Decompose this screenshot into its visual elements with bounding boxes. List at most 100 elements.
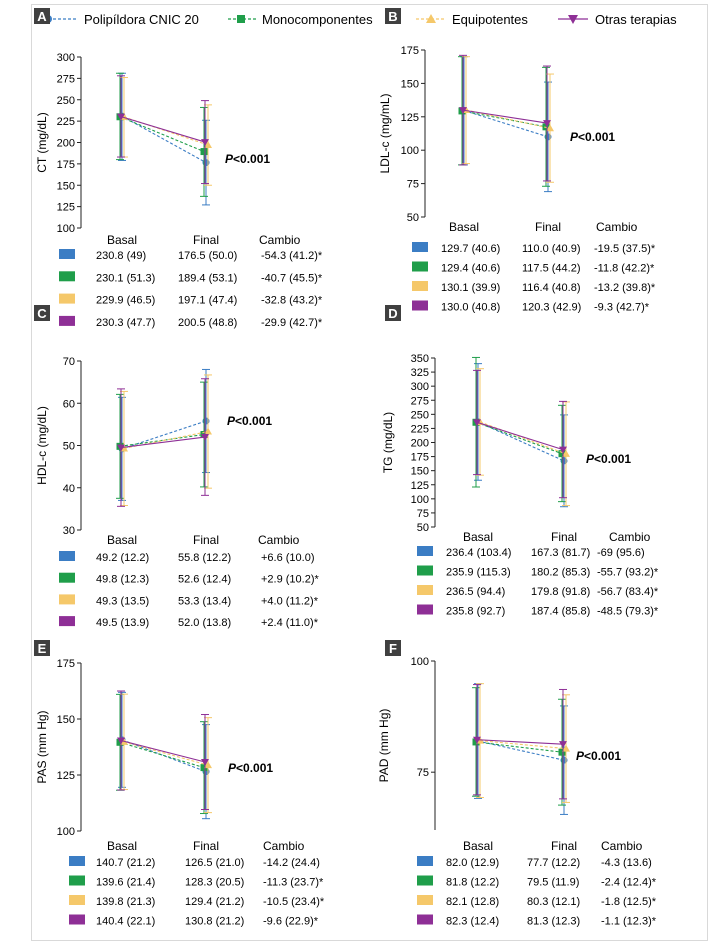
data-point-e bbox=[204, 761, 212, 769]
y-tick-label-d: 175 bbox=[411, 452, 429, 464]
table-basal-c: 49.5 (13.9) bbox=[96, 617, 149, 629]
y-tick-label-c: 30 bbox=[63, 525, 75, 537]
legend: Polipíldora CNIC 20 Monocomponentes Equi… bbox=[44, 12, 677, 27]
table-basal-a: 230.3 (47.7) bbox=[96, 317, 155, 329]
table-final-e: 128.3 (20.5) bbox=[185, 877, 244, 889]
table-final-e: 126.5 (21.0) bbox=[185, 857, 244, 869]
y-tick-label-d: 325 bbox=[411, 367, 429, 379]
y-tick-label-e: 150 bbox=[57, 714, 75, 726]
y-axis-label-a: CT (mg/dL) bbox=[35, 112, 49, 172]
data-point-f bbox=[473, 736, 481, 744]
table-cambio-f: -2.4 (12.4)* bbox=[601, 877, 657, 889]
table-swatch-a bbox=[59, 249, 75, 259]
data-point-e bbox=[201, 759, 209, 767]
series-line-d bbox=[479, 421, 567, 455]
series-c-0 bbox=[118, 368, 210, 501]
table-swatch-c bbox=[59, 551, 75, 561]
table-basal-c: 49.2 (12.2) bbox=[96, 552, 149, 564]
table-swatch-b bbox=[412, 261, 428, 272]
table-basal-f: 82.3 (12.4) bbox=[446, 916, 499, 928]
category-label-basal-e: Basal bbox=[107, 839, 137, 853]
table-cambio-a: -32.8 (43.2)* bbox=[261, 295, 323, 307]
legend-item-monocomponentes: Monocomponentes bbox=[228, 12, 373, 27]
series-d-0 bbox=[474, 363, 568, 508]
data-point-d bbox=[562, 449, 570, 457]
y-axis-label-b: LDL-c (mg/mL) bbox=[378, 93, 392, 173]
category-label-basal-d: Basal bbox=[463, 530, 493, 544]
panel-badge-letter-f: F bbox=[389, 641, 397, 656]
p-value-f: P<0.001 bbox=[576, 749, 621, 763]
legend-label-polipildora: Polipíldora CNIC 20 bbox=[84, 12, 199, 27]
p-value-a: P<0.001 bbox=[225, 152, 270, 166]
y-tick-label-d: 225 bbox=[411, 423, 429, 435]
table-cambio-f: -1.1 (12.3)* bbox=[601, 916, 657, 928]
panel-badge-c bbox=[34, 305, 50, 321]
data-point-b bbox=[546, 124, 554, 132]
y-tick-label-d: 200 bbox=[411, 438, 429, 450]
table-final-f: 80.3 (12.1) bbox=[527, 896, 580, 908]
data-point-f bbox=[558, 748, 566, 756]
series-e-2 bbox=[120, 693, 212, 814]
series-d-2 bbox=[476, 368, 570, 507]
table-final-c: 52.6 (12.4) bbox=[178, 574, 231, 586]
series-line-c bbox=[120, 436, 206, 449]
table-basal-e: 139.6 (21.4) bbox=[96, 877, 155, 889]
y-tick-label-d: 100 bbox=[411, 494, 429, 506]
table-final-c: 52.0 (13.8) bbox=[178, 617, 231, 629]
y-tick-label-c: 40 bbox=[63, 483, 75, 495]
y-tick-label-d: 250 bbox=[411, 409, 429, 421]
category-label-basal-a: Basal bbox=[107, 233, 137, 247]
table-swatch-f bbox=[417, 875, 433, 886]
table-cambio-d: -55.7 (93.2)* bbox=[597, 567, 659, 579]
table-basal-b: 130.1 (39.9) bbox=[441, 282, 500, 294]
table-cambio-b: -9.3 (42.7)* bbox=[594, 302, 650, 314]
data-point-c bbox=[201, 434, 209, 442]
category-label-final-a: Final bbox=[193, 233, 219, 247]
table-cambio-e: -9.6 (22.9)* bbox=[263, 916, 319, 928]
table-swatch-a bbox=[59, 315, 75, 326]
y-tick-label-d: 275 bbox=[411, 395, 429, 407]
series-f-1 bbox=[472, 687, 566, 806]
category-label-basal-c: Basal bbox=[107, 533, 137, 547]
table-swatch-e bbox=[69, 875, 85, 886]
p-value-d: P<0.001 bbox=[586, 452, 631, 466]
table-cambio-f: -4.3 (13.6) bbox=[601, 857, 652, 869]
panel-d: D 50 75 100 125 150 175 200 225 250 275 300 325 350 TG… bbox=[381, 305, 659, 618]
y-tick-label-a: 275 bbox=[57, 73, 75, 85]
series-c-1 bbox=[116, 381, 208, 499]
table-cambio-c: +4.0 (11.2)* bbox=[261, 595, 319, 607]
y-tick-label-d: 300 bbox=[411, 381, 429, 393]
table-basal-b: 129.4 (40.6) bbox=[441, 263, 500, 275]
data-point-a bbox=[204, 140, 212, 148]
series-f-2 bbox=[476, 683, 570, 803]
y-tick-label-f: 100 bbox=[411, 656, 429, 668]
table-final-b: 120.3 (42.9) bbox=[522, 302, 581, 314]
series-c-2 bbox=[120, 374, 212, 506]
y-tick-label-a: 100 bbox=[57, 223, 75, 235]
table-basal-f: 82.1 (12.8) bbox=[446, 896, 499, 908]
table-final-c: 55.8 (12.2) bbox=[178, 552, 231, 564]
y-tick-label-d: 125 bbox=[411, 480, 429, 492]
series-line-d bbox=[476, 421, 564, 451]
table-swatch-c bbox=[59, 594, 75, 605]
data-point-f bbox=[559, 741, 567, 749]
panel-badge-b bbox=[385, 8, 401, 24]
table-cambio-a: -29.9 (42.7)* bbox=[261, 317, 323, 329]
series-line-e bbox=[123, 741, 209, 766]
table-final-d: 187.4 (85.8) bbox=[531, 606, 590, 618]
panel-c: C 30 40 50 60 70 HDL-c (mg/dL) P<0.001 Basal Fina… bbox=[34, 305, 320, 629]
table-basal-d: 236.5 (94.4) bbox=[446, 586, 505, 598]
data-point-b bbox=[543, 120, 551, 128]
data-point-a bbox=[117, 113, 125, 121]
cambio-header-f: Cambio bbox=[601, 839, 643, 853]
panel-badge-e bbox=[34, 640, 50, 656]
table-basal-f: 82.0 (12.9) bbox=[446, 857, 499, 869]
series-line-a bbox=[120, 116, 206, 143]
data-point-e bbox=[117, 737, 125, 745]
table-cambio-e: -14.2 (24.4) bbox=[263, 857, 320, 869]
y-tick-label-a: 150 bbox=[57, 180, 75, 192]
y-tick-label-d: 50 bbox=[417, 522, 429, 534]
table-cambio-b: -19.5 (37.5)* bbox=[594, 243, 656, 255]
table-cambio-a: -40.7 (45.5)* bbox=[261, 272, 323, 284]
table-swatch-d bbox=[417, 546, 433, 556]
